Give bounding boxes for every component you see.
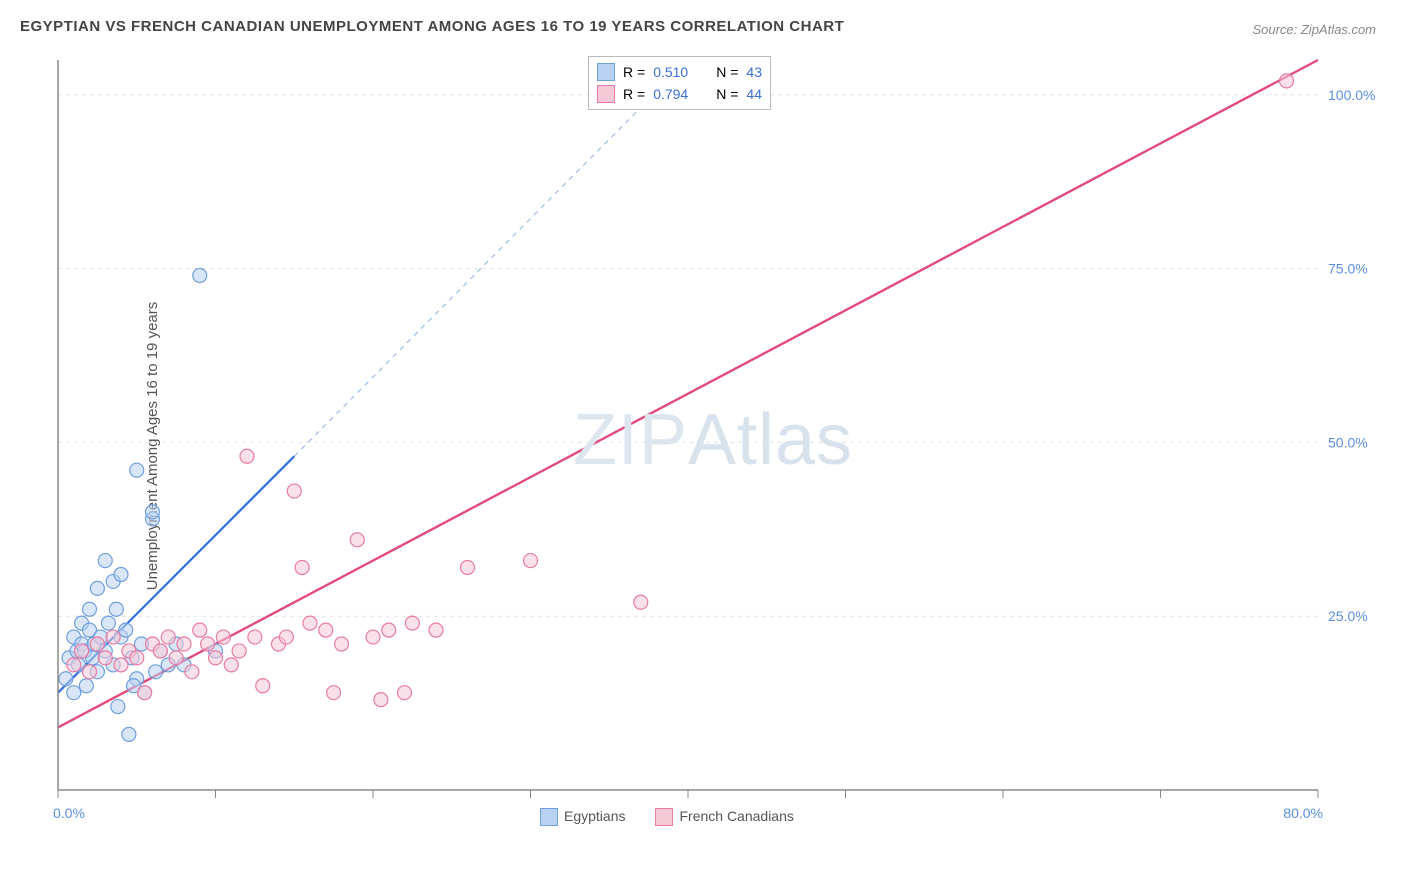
legend-swatch xyxy=(597,63,615,81)
legend-swatch xyxy=(597,85,615,103)
r-label: R = xyxy=(623,64,645,80)
r-label: R = xyxy=(623,86,645,102)
legend-swatch xyxy=(540,808,558,826)
n-value: 44 xyxy=(746,86,762,102)
source-attribution: Source: ZipAtlas.com xyxy=(1252,22,1376,37)
chart-title: EGYPTIAN VS FRENCH CANADIAN UNEMPLOYMENT… xyxy=(20,18,844,35)
r-value: 0.794 xyxy=(653,86,688,102)
legend-label: French Canadians xyxy=(679,808,793,824)
legend-stats-row: R = 0.794 N = 44 xyxy=(597,83,762,105)
svg-text:50.0%: 50.0% xyxy=(1328,434,1368,450)
r-value: 0.510 xyxy=(653,64,688,80)
n-label: N = xyxy=(716,86,738,102)
svg-text:75.0%: 75.0% xyxy=(1328,261,1368,277)
n-label: N = xyxy=(716,64,738,80)
legend-item: Egyptians xyxy=(540,808,625,826)
correlation-legend: R = 0.510 N = 43 R = 0.794 N = 44 xyxy=(588,56,771,110)
series-legend: Egyptians French Canadians xyxy=(540,808,794,826)
svg-text:25.0%: 25.0% xyxy=(1328,608,1368,624)
svg-text:0.0%: 0.0% xyxy=(53,805,85,821)
svg-text:80.0%: 80.0% xyxy=(1283,805,1323,821)
n-value: 43 xyxy=(746,64,762,80)
scatter-chart: 25.0% 50.0% 75.0% 100.0% 0.0% 80.0% xyxy=(48,50,1378,830)
legend-item: French Canadians xyxy=(655,808,793,826)
svg-text:100.0%: 100.0% xyxy=(1328,87,1375,103)
legend-label: Egyptians xyxy=(564,808,625,824)
chart-area: 25.0%50.0%75.0%100.0%0.0%80.0% ZIPAtlas … xyxy=(48,50,1378,830)
legend-swatch xyxy=(655,808,673,826)
legend-stats-row: R = 0.510 N = 43 xyxy=(597,61,762,83)
